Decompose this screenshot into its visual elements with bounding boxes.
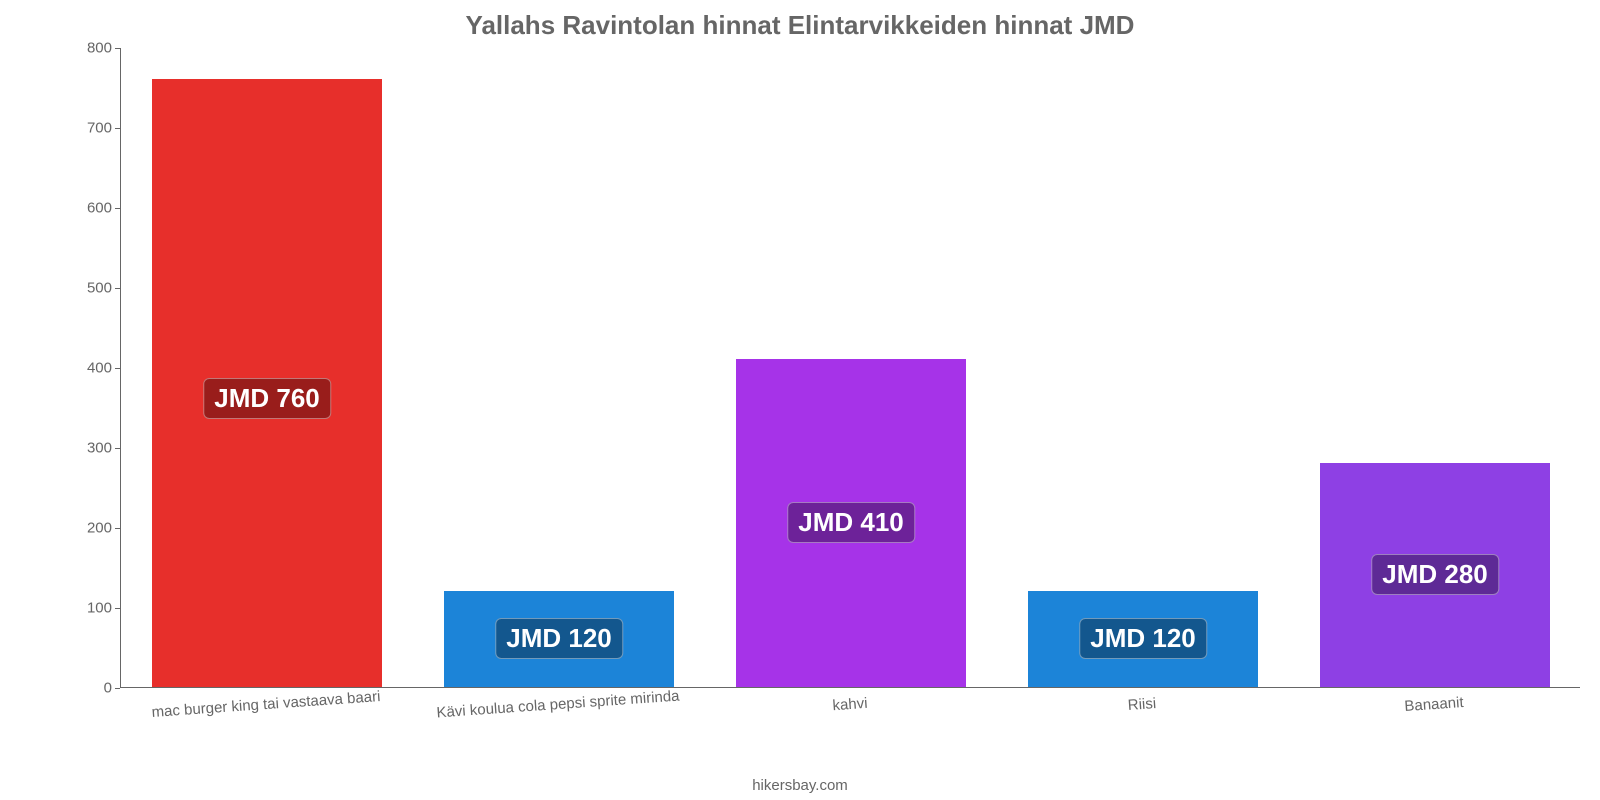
x-tick-label: Banaanit: [1404, 694, 1464, 715]
chart-title: Yallahs Ravintolan hinnat Elintarvikkeid…: [0, 0, 1600, 41]
y-tick-label: 500: [62, 280, 112, 297]
y-tick-label: 400: [62, 360, 112, 377]
credit-text: hikersbay.com: [0, 777, 1600, 794]
bar-value-label: JMD 410: [787, 502, 915, 543]
y-tick-label: 0: [62, 680, 112, 697]
bar-value-label: JMD 760: [203, 378, 331, 419]
y-tick-label: 200: [62, 520, 112, 537]
x-tick-label: Kävi koulua cola pepsi sprite mirinda: [436, 688, 680, 722]
x-tick-label: kahvi: [832, 695, 868, 714]
bar-value-label: JMD 280: [1371, 554, 1499, 595]
y-tick-label: 100: [62, 600, 112, 617]
bar-value-label: JMD 120: [495, 618, 623, 659]
y-tick-label: 300: [62, 440, 112, 457]
x-tick-label: Riisi: [1127, 695, 1156, 714]
y-tick-mark: [115, 688, 120, 689]
chart-area: 0100200300400500600700800 JMD 760JMD 120…: [80, 48, 1580, 718]
y-tick-label: 600: [62, 200, 112, 217]
bar-value-label: JMD 120: [1079, 618, 1207, 659]
y-tick-label: 800: [62, 40, 112, 57]
plot-area: JMD 760 JMD 120 JMD 410 JMD 120 JMD 280: [120, 48, 1580, 688]
y-tick-label: 700: [62, 120, 112, 137]
x-tick-label: mac burger king tai vastaava baari: [151, 688, 381, 721]
